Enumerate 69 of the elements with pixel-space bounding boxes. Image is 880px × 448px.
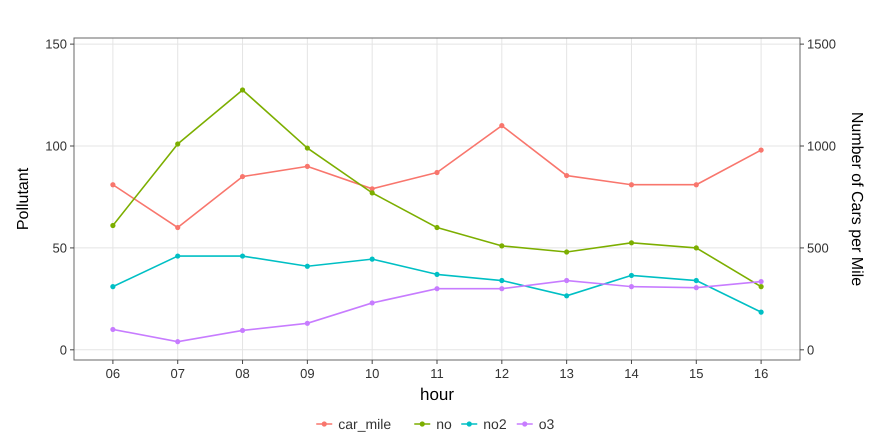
point — [175, 253, 180, 259]
point — [499, 286, 504, 292]
point — [434, 224, 440, 230]
x-tick-label: 15 — [689, 366, 704, 381]
point — [434, 272, 440, 278]
point — [304, 320, 310, 326]
point — [240, 253, 246, 259]
point — [370, 256, 375, 262]
point — [240, 87, 246, 93]
point — [694, 182, 699, 188]
point — [694, 285, 699, 290]
point — [304, 164, 310, 169]
point — [758, 147, 764, 153]
y-tick-label: 150 — [45, 36, 67, 52]
point — [110, 222, 116, 228]
point — [110, 326, 116, 332]
y2-axis-title: Number of Cars per Mile — [848, 112, 865, 286]
point — [499, 243, 504, 248]
point — [564, 249, 570, 255]
x-tick-label: 09 — [300, 366, 315, 381]
point — [499, 278, 504, 284]
x-tick-label: 14 — [624, 366, 639, 381]
point — [564, 278, 570, 284]
legend-label: car_mile — [338, 416, 392, 432]
x-tick-label: 16 — [754, 366, 768, 381]
point — [628, 284, 634, 290]
x-axis-title: hour — [420, 385, 454, 404]
legend-label: no — [436, 416, 452, 432]
point — [758, 278, 764, 284]
point — [175, 224, 180, 230]
y2-tick-label: 500 — [807, 240, 829, 256]
x-tick-label: 11 — [430, 366, 444, 381]
point — [370, 300, 375, 306]
x-tick-label: 10 — [364, 366, 380, 381]
point — [240, 328, 246, 334]
point — [370, 190, 375, 196]
point — [628, 182, 634, 188]
point — [175, 141, 180, 147]
y2-tick-label: 0 — [807, 342, 814, 358]
point — [110, 284, 116, 290]
x-tick-label: 08 — [235, 366, 250, 381]
y-tick-label: 100 — [45, 138, 67, 154]
point — [564, 172, 570, 178]
point — [628, 272, 634, 278]
point — [175, 339, 180, 344]
x-tick-label: 07 — [170, 366, 185, 381]
y2-tick-label: 1500 — [807, 36, 836, 52]
y-axis-title: Pollutant — [15, 167, 32, 230]
point — [110, 182, 116, 188]
x-tick-label: 06 — [106, 366, 120, 381]
y2-tick-label: 1000 — [807, 138, 836, 154]
point — [564, 293, 570, 298]
point — [628, 240, 634, 246]
point — [694, 245, 699, 251]
point — [758, 310, 764, 315]
point — [758, 284, 764, 290]
point — [304, 264, 310, 269]
legend-label: no2 — [483, 416, 507, 432]
point — [240, 174, 246, 180]
legend-label: o3 — [538, 416, 555, 432]
point — [434, 170, 440, 176]
y-tick-label: 50 — [52, 240, 67, 256]
point — [499, 123, 504, 128]
x-tick-label: 12 — [494, 366, 510, 381]
point — [434, 286, 440, 292]
point — [694, 278, 699, 284]
x-tick-label: 13 — [559, 366, 574, 381]
y-tick-label: 0 — [60, 342, 67, 358]
point — [304, 145, 310, 151]
